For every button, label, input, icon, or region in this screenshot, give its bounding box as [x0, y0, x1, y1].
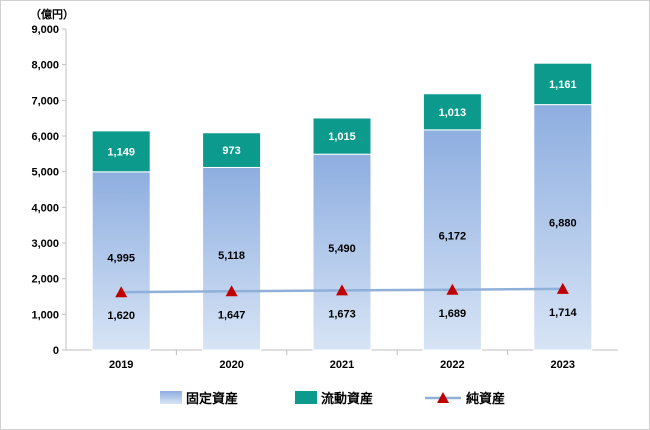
y-tick-label: 7,000	[31, 95, 59, 107]
net-assets-value-label: 1,714	[549, 307, 577, 319]
legend-label-current-assets: 流動資産	[321, 391, 373, 406]
y-tick-label: 4,000	[31, 202, 59, 214]
fixed-assets-value-label: 6,880	[549, 217, 577, 229]
bar-current-assets	[533, 62, 593, 106]
axes: 0 1,000 2,000 3,000 4,000 5,000 6,000 7,000 8,00…	[31, 24, 618, 371]
net-assets-line	[115, 282, 569, 298]
x-tick-label: 2023	[551, 359, 575, 371]
data-labels: 4,995 1,149 5,118 973 5,490 1,015 6,172 1,013 6,…	[107, 79, 577, 322]
current-assets-value-label: 1,013	[439, 107, 467, 119]
legend: 固定資産 流動資産 純資産	[160, 391, 505, 406]
fixed-assets-value-label: 6,172	[439, 231, 467, 243]
bar-fixed-assets	[533, 104, 593, 351]
x-tick-label: 2021	[330, 359, 354, 371]
bar-current-assets	[91, 130, 151, 173]
fixed-assets-value-label: 5,490	[328, 243, 356, 255]
x-tick-label: 2019	[109, 359, 133, 371]
legend-swatch-fixed-assets	[160, 391, 182, 404]
net-assets-value-label: 1,647	[218, 309, 246, 321]
net-assets-value-label: 1,620	[107, 310, 135, 322]
y-tick-label: 8,000	[31, 60, 59, 72]
fixed-assets-value-label: 5,118	[218, 250, 245, 262]
fixed-assets-value-label: 4,995	[107, 252, 135, 264]
bar-fixed-assets	[202, 166, 262, 351]
current-assets-value-label: 1,015	[328, 131, 356, 143]
legend-label-net-assets: 純資産	[466, 391, 505, 406]
y-tick-label: 6,000	[31, 131, 59, 143]
current-assets-value-label: 1,149	[107, 146, 135, 158]
y-tick-label: 5,000	[31, 167, 59, 179]
net-assets-marker-triangle	[556, 282, 569, 294]
bar-fixed-assets	[312, 153, 372, 351]
current-assets-value-label: 1,161	[549, 79, 577, 91]
bar-current-assets	[312, 117, 372, 155]
bar-current-assets	[422, 93, 482, 131]
legend-marker-net-assets	[437, 392, 449, 403]
net-assets-marker-triangle	[115, 286, 128, 298]
y-axis-unit-label: （億円）	[30, 7, 74, 21]
bar-current-assets	[202, 132, 262, 168]
y-tick-label: 9,000	[31, 24, 59, 36]
net-assets-marker-triangle	[336, 284, 348, 296]
x-tick-label: 2022	[440, 359, 464, 371]
x-tick-label: 2020	[219, 359, 243, 371]
y-tick-label: 1,000	[31, 309, 59, 321]
legend-swatch-current-assets	[295, 391, 317, 404]
y-tick-label: 0	[53, 345, 59, 357]
net-assets-marker-triangle	[446, 283, 459, 295]
y-tick-label: 2,000	[31, 274, 59, 286]
current-assets-value-label: 973	[222, 145, 240, 157]
net-assets-value-label: 1,673	[328, 308, 356, 320]
legend-label-fixed-assets: 固定資産	[186, 391, 238, 406]
net-assets-value-label: 1,689	[439, 308, 467, 320]
net-assets-marker-triangle	[225, 285, 238, 297]
bar-fixed-assets	[91, 171, 151, 351]
bar-fixed-assets	[422, 129, 482, 351]
y-tick-label: 3,000	[31, 238, 59, 250]
bars	[91, 62, 593, 351]
